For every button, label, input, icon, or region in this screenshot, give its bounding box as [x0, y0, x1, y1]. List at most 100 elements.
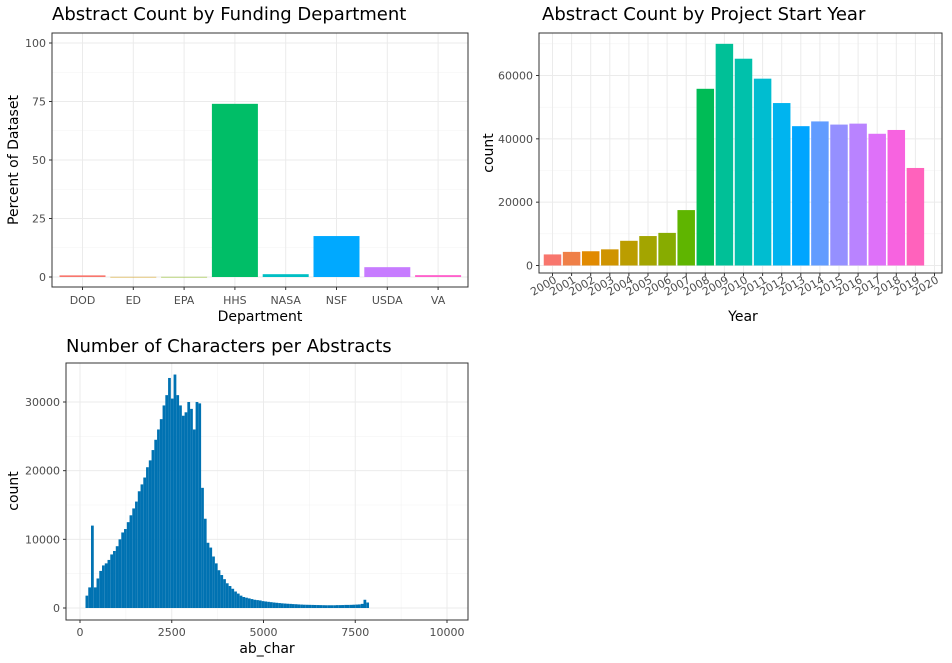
department-x-tick-label: DOD	[70, 294, 96, 307]
year-bar-2013	[792, 126, 810, 266]
histogram-bin	[258, 600, 262, 608]
year-y-tick-label: 20000	[498, 196, 533, 209]
histogram-bin	[358, 604, 361, 608]
year-y-tick-label: 60000	[498, 70, 533, 83]
histogram-bin	[250, 599, 254, 608]
histogram-bin	[85, 595, 89, 608]
histogram-bin	[146, 467, 149, 608]
department-bar-ed	[110, 276, 157, 278]
abstract-length-x-tick-label: 5000	[250, 626, 278, 639]
histogram-bin	[124, 529, 127, 608]
histogram-bin	[176, 395, 180, 608]
histogram-bin	[113, 551, 116, 608]
department-bar-usda	[364, 267, 411, 277]
histogram-bin	[264, 601, 268, 608]
histogram-bin	[168, 377, 171, 608]
histogram-bin	[360, 603, 364, 608]
year-chart-title: Abstract Count by Project Start Year	[542, 4, 866, 25]
histogram-bin	[316, 605, 320, 608]
histogram-bin	[267, 601, 270, 608]
histogram-bin	[140, 484, 144, 608]
histogram-bin	[179, 405, 182, 608]
histogram-bin	[247, 598, 251, 608]
histogram-bin	[253, 599, 257, 608]
department-y-tick-label: 75	[32, 96, 46, 109]
histogram-bin	[209, 547, 213, 608]
year-bar-2006	[658, 232, 676, 266]
histogram-bin	[302, 604, 306, 608]
department-x-tick-label: USDA	[372, 294, 403, 307]
histogram-bin	[300, 604, 303, 608]
histogram-bin	[234, 591, 237, 608]
histogram-bin	[335, 605, 339, 608]
histogram-bin	[311, 604, 314, 608]
histogram-bin	[242, 597, 246, 608]
histogram-bin	[206, 542, 210, 608]
year-bar-2010	[734, 58, 753, 266]
histogram-bin	[324, 605, 328, 608]
histogram-bin	[135, 501, 138, 608]
histogram-bin	[154, 439, 158, 608]
histogram-bin	[223, 579, 226, 608]
histogram-bin	[272, 602, 276, 608]
department-x-axis-title: Department	[218, 309, 303, 325]
department-y-tick-label: 0	[39, 271, 46, 284]
year-chart: Abstract Count by Project Start Year 0 20…	[481, 4, 943, 325]
year-bar-2015	[830, 124, 848, 266]
department-x-tick-label: NSF	[326, 294, 348, 307]
histogram-bin	[201, 487, 204, 608]
histogram-bin	[118, 539, 122, 608]
abstract-length-y-tick-label: 30000	[25, 396, 60, 409]
histogram-bin	[96, 578, 100, 608]
histogram-bin	[93, 587, 97, 608]
histogram-bin	[91, 525, 94, 608]
histogram-bin	[110, 554, 114, 608]
histogram-bin	[327, 605, 331, 608]
year-bar-2003	[601, 249, 619, 266]
year-bar-2016	[849, 123, 867, 266]
year-y-tick-label: 0	[526, 260, 533, 273]
histogram-bin	[148, 460, 152, 608]
histogram-bin	[170, 398, 174, 608]
histogram-bin	[341, 605, 345, 608]
abstract-length-chart-title: Number of Characters per Abstracts	[66, 336, 392, 357]
histogram-bin	[107, 559, 111, 608]
abstract-length-y-tick-label: 0	[53, 602, 60, 615]
year-bar-2000	[543, 254, 562, 266]
histogram-bin	[349, 604, 353, 608]
histogram-bin	[217, 570, 221, 608]
abstract-length-x-tick-label: 2500	[158, 626, 186, 639]
department-bar-epa	[161, 276, 208, 278]
histogram-bin	[129, 515, 133, 608]
abstract-length-x-tick-label: 7500	[341, 626, 369, 639]
abstract-length-y-axis-title: count	[6, 471, 22, 511]
histogram-bin	[228, 586, 232, 608]
histogram-bin	[151, 450, 155, 608]
histogram-bin	[366, 602, 370, 608]
year-bar-2011	[753, 78, 772, 266]
histogram-bin	[352, 604, 356, 608]
histogram-bin	[269, 602, 273, 608]
histogram-bin	[132, 508, 136, 608]
histogram-bin	[313, 604, 317, 608]
department-bar-nsf	[313, 236, 360, 277]
histogram-bin	[278, 603, 281, 608]
histogram-bin	[104, 563, 108, 608]
histogram-bin	[165, 395, 169, 608]
abstract-length-chart: Number of Characters per Abstracts 0 1000…	[6, 336, 469, 657]
histogram-bin	[121, 532, 125, 608]
department-y-axis-title: Percent of Dataset	[6, 95, 22, 225]
histogram-bin	[344, 604, 347, 608]
histogram-bin	[239, 595, 243, 608]
year-bar-2001	[562, 251, 581, 266]
year-bar-2007	[677, 210, 695, 266]
histogram-bin	[192, 429, 196, 608]
histogram-bin	[261, 601, 265, 608]
abstract-length-x-tick-label: 10000	[430, 626, 465, 639]
department-bar-hhs	[211, 103, 258, 277]
histogram-bin	[297, 604, 301, 608]
histogram-bin	[294, 604, 298, 608]
histogram-bin	[198, 403, 202, 608]
year-bar-2009	[715, 43, 734, 266]
